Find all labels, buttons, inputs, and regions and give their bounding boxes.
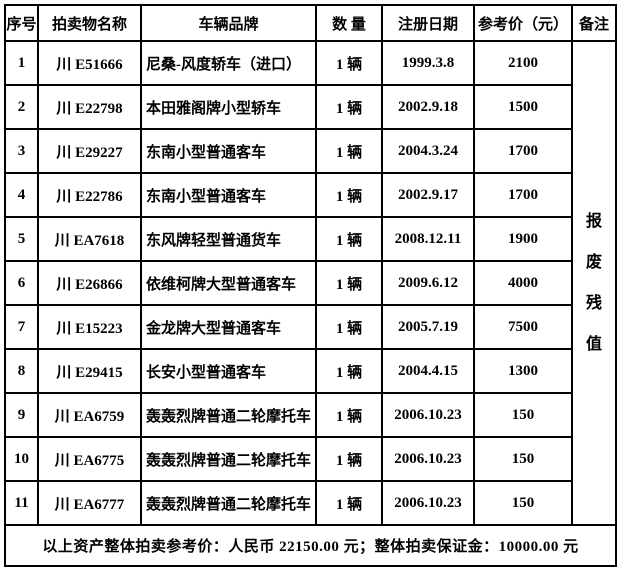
remark-char: 报 — [585, 212, 602, 230]
price-cell: 7500 — [473, 304, 573, 350]
brand-cell: 东南小型普通客车 — [140, 128, 317, 174]
date-cell: 2006.10.23 — [381, 480, 475, 526]
table-header: 序号 拍卖物名称 车辆品牌 数 量 注册日期 参考价（元） 备注 — [4, 4, 617, 42]
column-header-date: 注册日期 — [381, 4, 475, 42]
serial-cell: 2 — [4, 84, 39, 130]
plate-cell: 川 E26866 — [37, 260, 142, 306]
price-cell: 1900 — [473, 216, 573, 262]
date-cell: 2008.12.11 — [381, 216, 475, 262]
table-row: 2 川 E22798 本田雅阁牌小型轿车 1 辆 2002.9.18 1500 — [4, 84, 616, 130]
column-header-quantity: 数 量 — [315, 4, 383, 42]
remark-vertical-text: 报废残值 — [574, 212, 614, 353]
quantity-cell: 1 辆 — [315, 260, 383, 306]
table-row: 5 川 EA7618 东风牌轻型普通货车 1 辆 2008.12.11 1900 — [4, 216, 616, 262]
brand-cell: 东风牌轻型普通货车 — [140, 216, 317, 262]
table-row: 11 川 EA6777 轰轰烈牌普通二轮摩托车 1 辆 2006.10.23 1… — [4, 480, 616, 526]
brand-cell: 依维柯牌大型普通客车 — [140, 260, 317, 306]
serial-cell: 4 — [4, 172, 39, 218]
date-cell: 2002.9.18 — [381, 84, 475, 130]
plate-cell: 川 E29227 — [37, 128, 142, 174]
column-header-remark: 备注 — [571, 4, 617, 42]
serial-cell: 3 — [4, 128, 39, 174]
table-row: 1 川 E51666 尼桑-风度轿车（进口） 1 辆 1999.3.8 2100… — [4, 40, 617, 526]
quantity-cell: 1 辆 — [315, 128, 383, 174]
summary-text: 以上资产整体拍卖参考价：人民币 22150.00 元；整体拍卖保证金：10000… — [4, 524, 617, 567]
serial-cell: 6 — [4, 260, 39, 306]
brand-cell: 轰轰烈牌普通二轮摩托车 — [140, 480, 317, 526]
plate-cell: 川 E22798 — [37, 84, 142, 130]
column-header-brand: 车辆品牌 — [140, 4, 317, 42]
date-cell: 2002.9.17 — [381, 172, 475, 218]
auction-table: 序号 拍卖物名称 车辆品牌 数 量 注册日期 参考价（元） 备注 1 川 E51… — [4, 4, 617, 567]
table-footer: 以上资产整体拍卖参考价：人民币 22150.00 元；整体拍卖保证金：10000… — [4, 524, 617, 567]
serial-cell: 1 — [4, 40, 39, 86]
quantity-cell: 1 辆 — [315, 436, 383, 482]
brand-cell: 本田雅阁牌小型轿车 — [140, 84, 317, 130]
remark-char: 值 — [585, 335, 602, 353]
table-row: 6 川 E26866 依维柯牌大型普通客车 1 辆 2009.6.12 4000 — [4, 260, 616, 306]
table-row: 4 川 E22786 东南小型普通客车 1 辆 2002.9.17 1700 — [4, 172, 616, 218]
date-cell: 2004.3.24 — [381, 128, 475, 174]
quantity-cell: 1 辆 — [315, 172, 383, 218]
header-row: 序号 拍卖物名称 车辆品牌 数 量 注册日期 参考价（元） 备注 — [4, 4, 617, 42]
date-cell: 2006.10.23 — [381, 392, 475, 438]
quantity-cell: 1 辆 — [315, 216, 383, 262]
plate-cell: 川 E22786 — [37, 172, 142, 218]
date-cell: 1999.3.8 — [381, 40, 475, 86]
plate-cell: 川 EA6777 — [37, 480, 142, 526]
column-header-name: 拍卖物名称 — [37, 4, 142, 42]
serial-cell: 9 — [4, 392, 39, 438]
remark-char: 废 — [585, 253, 602, 271]
brand-cell: 尼桑-风度轿车（进口） — [140, 40, 317, 86]
serial-cell: 11 — [4, 480, 39, 526]
brand-cell: 东南小型普通客车 — [140, 172, 317, 218]
plate-cell: 川 E51666 — [37, 40, 142, 86]
serial-cell: 8 — [4, 348, 39, 394]
table-row: 7 川 E15223 金龙牌大型普通客车 1 辆 2005.7.19 7500 — [4, 304, 616, 350]
date-cell: 2009.6.12 — [381, 260, 475, 306]
remark-char: 残 — [585, 294, 602, 312]
column-header-serial: 序号 — [4, 4, 39, 42]
plate-cell: 川 E15223 — [37, 304, 142, 350]
price-cell: 1300 — [473, 348, 573, 394]
price-cell: 1700 — [473, 128, 573, 174]
table-row: 3 川 E29227 东南小型普通客车 1 辆 2004.3.24 1700 — [4, 128, 616, 174]
price-cell: 1500 — [473, 84, 573, 130]
table-row: 8 川 E29415 长安小型普通客车 1 辆 2004.4.15 1300 — [4, 348, 616, 394]
plate-cell: 川 E29415 — [37, 348, 142, 394]
table-row: 9 川 EA6759 轰轰烈牌普通二轮摩托车 1 辆 2006.10.23 15… — [4, 392, 616, 438]
price-cell: 150 — [473, 436, 573, 482]
brand-cell: 金龙牌大型普通客车 — [140, 304, 317, 350]
brand-cell: 长安小型普通客车 — [140, 348, 317, 394]
serial-cell: 5 — [4, 216, 39, 262]
serial-cell: 10 — [4, 436, 39, 482]
quantity-cell: 1 辆 — [315, 392, 383, 438]
price-cell: 150 — [473, 480, 573, 526]
quantity-cell: 1 辆 — [315, 304, 383, 350]
date-cell: 2005.7.19 — [381, 304, 475, 350]
table-body: 1 川 E51666 尼桑-风度轿车（进口） 1 辆 1999.3.8 2100… — [4, 40, 617, 526]
quantity-cell: 1 辆 — [315, 40, 383, 86]
brand-cell: 轰轰烈牌普通二轮摩托车 — [140, 436, 317, 482]
quantity-cell: 1 辆 — [315, 480, 383, 526]
column-header-price: 参考价（元） — [473, 4, 573, 42]
quantity-cell: 1 辆 — [315, 84, 383, 130]
date-cell: 2004.4.15 — [381, 348, 475, 394]
plate-cell: 川 EA6775 — [37, 436, 142, 482]
plate-cell: 川 EA6759 — [37, 392, 142, 438]
date-cell: 2006.10.23 — [381, 436, 475, 482]
plate-cell: 川 EA7618 — [37, 216, 142, 262]
summary-row: 以上资产整体拍卖参考价：人民币 22150.00 元；整体拍卖保证金：10000… — [4, 524, 617, 567]
price-cell: 4000 — [473, 260, 573, 306]
price-cell: 150 — [473, 392, 573, 438]
table-row: 10 川 EA6775 轰轰烈牌普通二轮摩托车 1 辆 2006.10.23 1… — [4, 436, 616, 482]
serial-cell: 7 — [4, 304, 39, 350]
brand-cell: 轰轰烈牌普通二轮摩托车 — [140, 392, 317, 438]
quantity-cell: 1 辆 — [315, 348, 383, 394]
price-cell: 1700 — [473, 172, 573, 218]
price-cell: 2100 — [473, 40, 573, 86]
remark-cell: 报废残值 — [571, 40, 617, 526]
